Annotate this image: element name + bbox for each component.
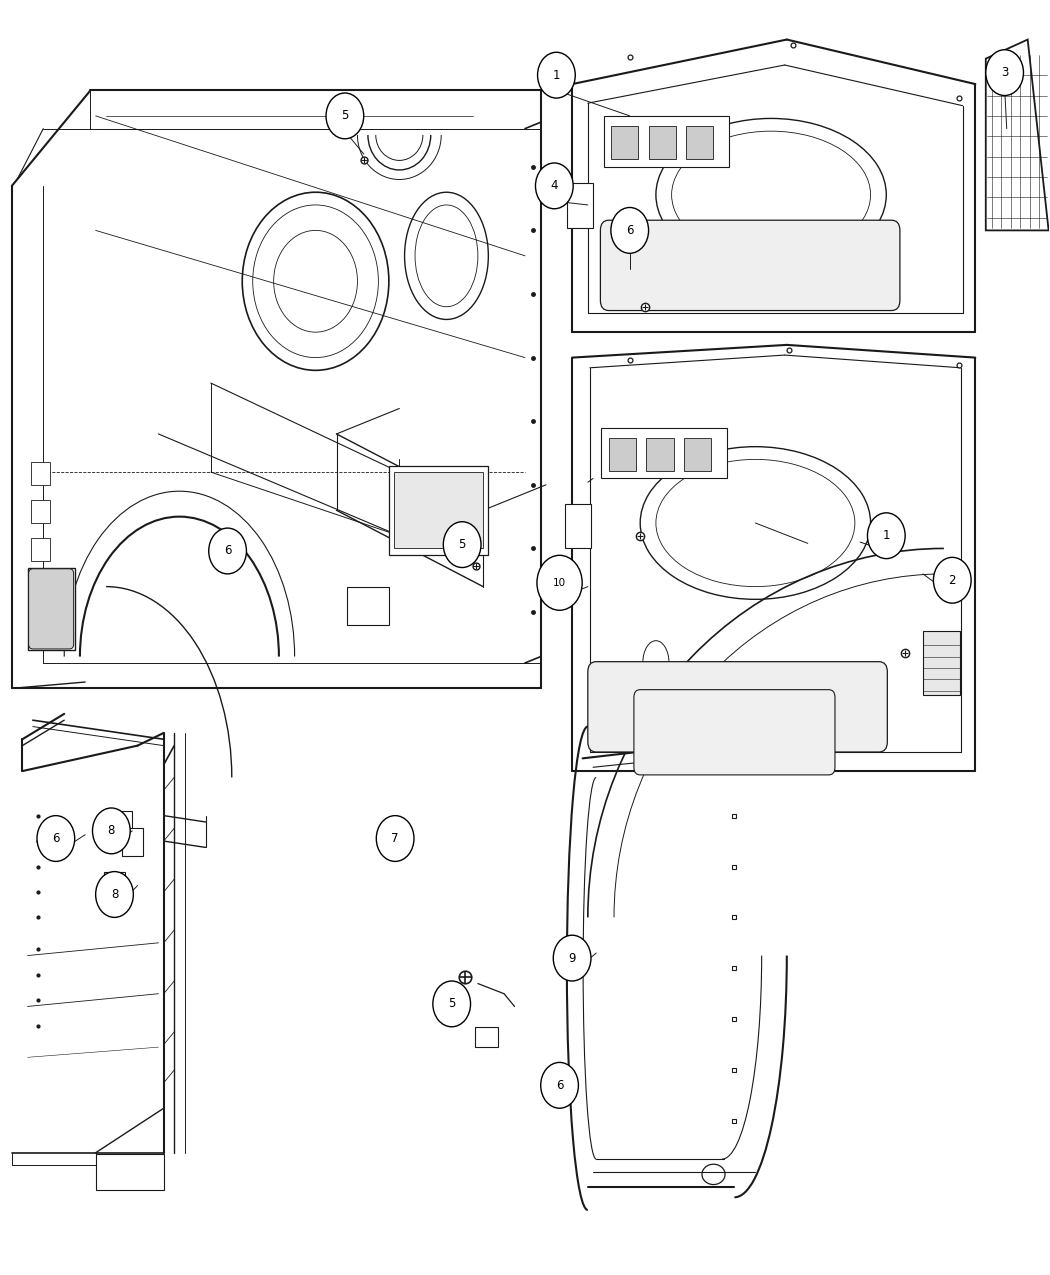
Circle shape <box>96 872 133 918</box>
Bar <box>923 631 960 695</box>
Text: 5: 5 <box>459 538 466 551</box>
Polygon shape <box>986 40 1049 231</box>
Bar <box>649 126 676 159</box>
FancyBboxPatch shape <box>634 690 835 775</box>
FancyBboxPatch shape <box>601 221 900 311</box>
FancyBboxPatch shape <box>28 569 74 649</box>
Text: 1: 1 <box>883 529 890 542</box>
Bar <box>685 437 712 470</box>
Bar <box>604 116 729 167</box>
Bar <box>611 126 638 159</box>
Circle shape <box>376 816 414 862</box>
Bar <box>602 427 727 478</box>
Text: 2: 2 <box>948 574 956 586</box>
Text: 6: 6 <box>555 1079 563 1091</box>
Text: 1: 1 <box>552 69 560 82</box>
Bar <box>388 465 488 555</box>
Text: 4: 4 <box>550 180 558 193</box>
Text: 8: 8 <box>111 887 119 901</box>
Bar <box>96 1154 164 1190</box>
Bar <box>609 437 636 470</box>
Bar <box>111 811 132 839</box>
Text: 5: 5 <box>448 997 456 1010</box>
Circle shape <box>209 528 247 574</box>
Text: 10: 10 <box>553 578 566 588</box>
Bar <box>647 437 674 470</box>
Circle shape <box>433 980 470 1026</box>
Text: 7: 7 <box>392 833 399 845</box>
Bar <box>565 504 591 548</box>
Circle shape <box>92 808 130 854</box>
Bar <box>30 462 49 485</box>
Circle shape <box>933 557 971 603</box>
Bar <box>475 1026 498 1047</box>
Bar <box>346 586 388 625</box>
Circle shape <box>986 50 1024 96</box>
Bar <box>687 126 714 159</box>
Circle shape <box>541 1062 579 1108</box>
Circle shape <box>611 208 649 254</box>
Text: 5: 5 <box>341 110 349 122</box>
Bar <box>27 567 75 650</box>
Circle shape <box>553 935 591 980</box>
Text: 6: 6 <box>626 224 633 237</box>
Text: 6: 6 <box>224 544 231 557</box>
Circle shape <box>37 816 75 862</box>
Bar <box>394 472 483 548</box>
Text: 9: 9 <box>568 951 575 965</box>
FancyBboxPatch shape <box>588 662 887 752</box>
Bar <box>567 184 593 228</box>
Circle shape <box>327 93 363 139</box>
Bar <box>30 500 49 523</box>
Circle shape <box>867 513 905 558</box>
Circle shape <box>536 163 573 209</box>
Circle shape <box>443 521 481 567</box>
Bar <box>104 872 125 900</box>
Circle shape <box>538 52 575 98</box>
Text: 6: 6 <box>52 833 60 845</box>
Bar <box>30 538 49 561</box>
Text: 8: 8 <box>108 825 116 838</box>
Bar <box>122 829 143 857</box>
Text: 3: 3 <box>1001 66 1008 79</box>
Circle shape <box>537 556 582 611</box>
